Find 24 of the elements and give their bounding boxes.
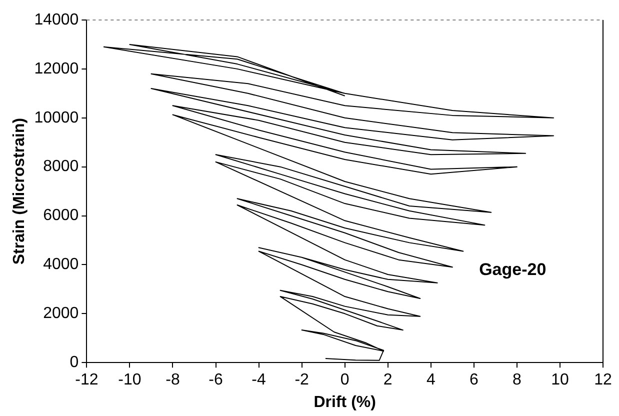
y-tick-label: 4000 (43, 256, 79, 274)
y-axis-title: Strain (Microstrain) (11, 118, 28, 265)
x-tick-label: -4 (252, 372, 266, 389)
y-tick-label: 12000 (34, 60, 79, 78)
x-tick-label: 4 (426, 372, 436, 389)
y-tick-label: 14000 (34, 11, 79, 28)
x-axis-title: Drift (%) (314, 394, 376, 411)
x-tick-label: 8 (512, 372, 522, 389)
x-tick-label: 2 (383, 372, 392, 389)
annotation: Gage-20 (479, 260, 546, 279)
y-tick-label: 0 (70, 354, 79, 372)
x-tick-label: 10 (551, 372, 569, 389)
x-tick-label: -2 (294, 372, 310, 389)
x-tick-label: -10 (118, 372, 142, 389)
x-tick-label: 6 (469, 372, 478, 389)
y-tick-label: 6000 (43, 207, 79, 224)
y-tick-label: 8000 (43, 158, 79, 176)
x-tick-label: -6 (208, 372, 223, 389)
x-tick-label: 12 (594, 372, 612, 389)
x-tick-label: 0 (340, 372, 350, 389)
x-tick-label: -12 (75, 372, 98, 389)
x-tick-label: -8 (166, 372, 180, 389)
y-tick-label: 2000 (43, 305, 79, 322)
y-tick-label: 10000 (34, 109, 79, 126)
